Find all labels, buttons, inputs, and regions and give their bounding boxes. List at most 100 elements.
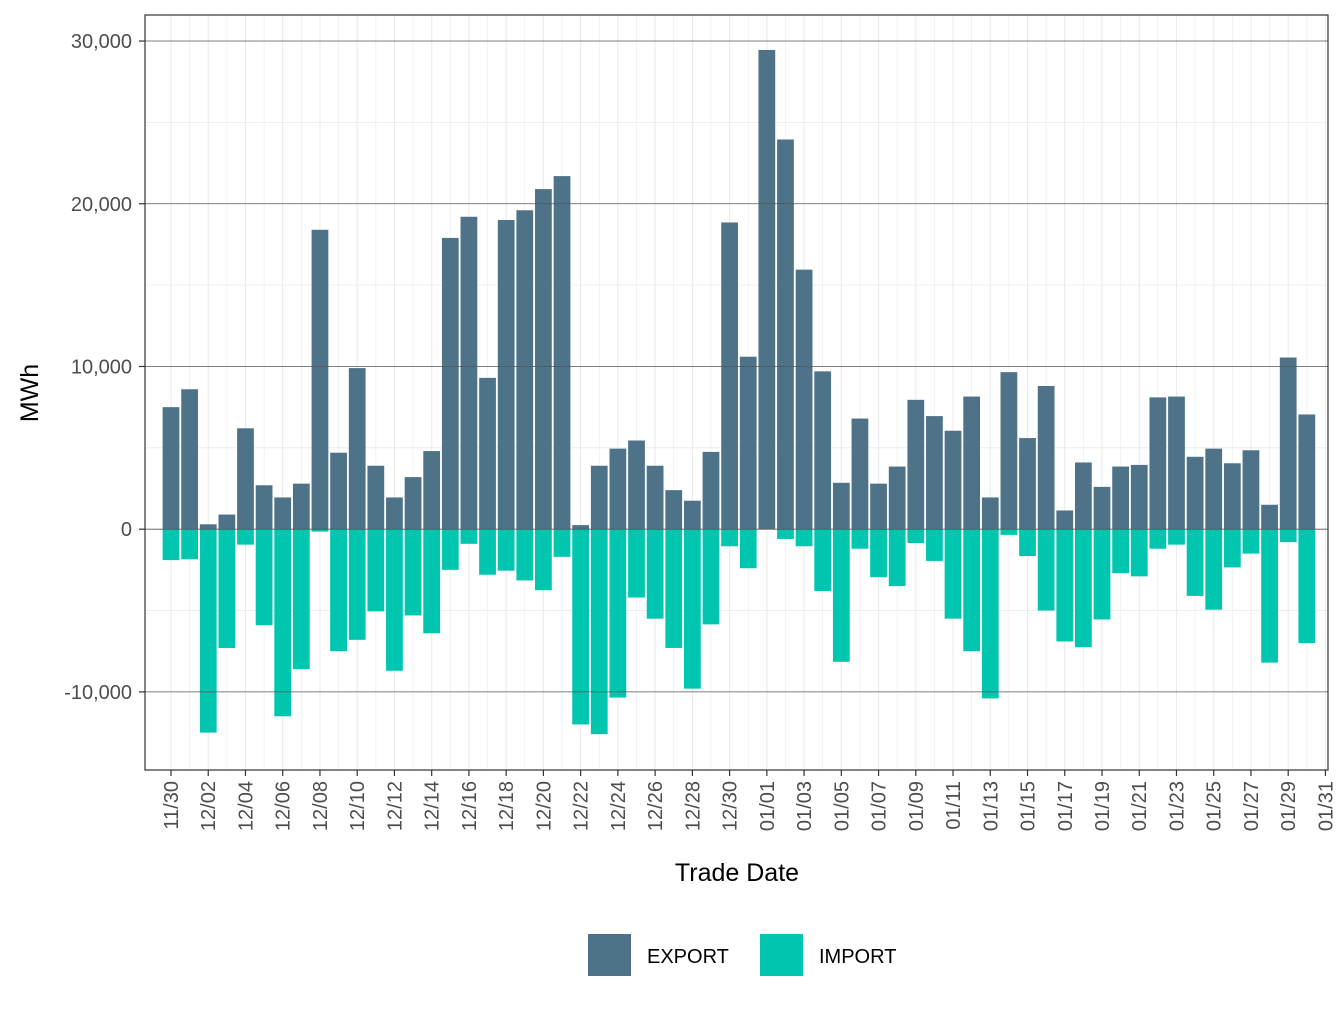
bar-export xyxy=(535,189,552,530)
bar-export xyxy=(646,465,664,530)
x-tick-label: 12/02 xyxy=(198,781,220,831)
bar-export xyxy=(479,377,496,530)
x-tick-label: 01/11 xyxy=(943,781,965,830)
bar-export xyxy=(851,418,869,530)
bar-import xyxy=(1149,529,1167,549)
bar-export xyxy=(199,524,217,530)
x-tick-label: 01/15 xyxy=(1018,781,1040,831)
x-tick-label: 01/01 xyxy=(757,781,779,831)
x-tick-label: 12/24 xyxy=(608,781,630,831)
bar-export xyxy=(981,497,999,530)
bar-export xyxy=(1037,385,1055,530)
y-tick-label: -10,000 xyxy=(64,682,132,704)
bar-export xyxy=(702,451,720,530)
x-tick-label: 12/16 xyxy=(459,781,481,831)
bar-import xyxy=(497,529,515,571)
legend-label-export: EXPORT xyxy=(647,946,729,968)
bar-export xyxy=(423,451,441,530)
bar-import xyxy=(777,529,794,539)
bar-import xyxy=(1130,529,1148,577)
bar-export xyxy=(963,396,981,530)
bar-export xyxy=(553,176,571,530)
legend: EXPORT IMPORT xyxy=(588,934,896,976)
bar-import xyxy=(795,529,813,547)
bars xyxy=(145,40,1328,735)
legend-swatch-import xyxy=(760,934,803,976)
bar-import xyxy=(1168,529,1185,545)
bar-import xyxy=(181,529,198,560)
bar-import xyxy=(199,529,217,733)
bar-import xyxy=(1093,529,1111,620)
bar-export xyxy=(292,483,310,530)
x-tick-label: 01/23 xyxy=(1166,781,1188,831)
bar-import xyxy=(535,529,552,591)
x-tick-label: 01/09 xyxy=(906,781,928,831)
bar-import xyxy=(1186,529,1204,596)
bar-export xyxy=(721,222,738,530)
x-tick-label: 12/26 xyxy=(645,781,667,831)
x-tick-label: 12/14 xyxy=(422,781,444,831)
bar-export xyxy=(330,452,347,530)
bar-export xyxy=(777,139,794,530)
bar-import xyxy=(553,529,571,557)
x-tick-label: 12/06 xyxy=(273,781,295,831)
bar-export xyxy=(739,356,757,530)
bar-import xyxy=(1223,529,1241,568)
bar-import xyxy=(441,529,459,570)
x-tick-label: 01/19 xyxy=(1092,781,1114,831)
bar-export xyxy=(497,220,515,530)
bar-export xyxy=(386,497,403,530)
x-tick-label: 01/25 xyxy=(1204,781,1226,831)
bar-import xyxy=(628,529,645,598)
x-tick-label: 12/22 xyxy=(571,781,593,831)
bar-export xyxy=(665,490,683,530)
bar-export xyxy=(1093,486,1111,530)
bar-import xyxy=(255,529,273,626)
panel-border xyxy=(144,14,1329,771)
x-tick-label: 12/20 xyxy=(533,781,555,831)
legend-swatch-export xyxy=(588,934,631,976)
x-tick-label: 01/27 xyxy=(1241,781,1263,831)
x-tick-label: 12/28 xyxy=(682,781,704,831)
bar-import xyxy=(870,529,887,578)
y-tick-label: 0 xyxy=(121,519,132,541)
bar-import xyxy=(944,529,962,619)
bar-export xyxy=(926,416,943,530)
bar-export xyxy=(255,485,273,530)
bar-export xyxy=(832,482,850,530)
bar-import xyxy=(721,529,738,547)
bar-import xyxy=(1037,529,1055,611)
bar-export xyxy=(1075,462,1092,530)
bar-export xyxy=(1242,450,1260,530)
bar-export xyxy=(628,440,645,530)
bar-export xyxy=(1186,456,1204,530)
bar-import xyxy=(1075,529,1092,648)
bar-export xyxy=(1168,396,1185,530)
bar-export xyxy=(609,448,627,530)
bar-import xyxy=(237,529,254,545)
bar-export xyxy=(1112,466,1129,530)
bar-import xyxy=(981,529,999,699)
bar-export xyxy=(1149,397,1167,530)
bar-export xyxy=(1019,438,1036,530)
bar-export xyxy=(590,465,608,530)
bar-import xyxy=(1298,529,1316,644)
x-tick-label: 11/30 xyxy=(161,781,183,830)
x-tick-label: 12/12 xyxy=(384,781,406,831)
bar-export xyxy=(516,210,534,530)
bar-import xyxy=(646,529,664,619)
bar-import xyxy=(162,529,180,561)
bar-export xyxy=(1000,372,1018,530)
x-tick-label: 12/08 xyxy=(310,781,332,831)
bar-export xyxy=(758,49,776,530)
x-tick-label: 01/03 xyxy=(794,781,816,831)
x-tick-label: 01/13 xyxy=(980,781,1002,831)
bar-import xyxy=(1112,529,1129,574)
bar-import xyxy=(311,529,329,532)
y-axis-title: MWh xyxy=(16,364,44,422)
y-tick-label: 10,000 xyxy=(71,356,132,378)
bar-export xyxy=(311,229,329,530)
bar-export xyxy=(1223,463,1241,530)
bar-export xyxy=(441,237,459,530)
